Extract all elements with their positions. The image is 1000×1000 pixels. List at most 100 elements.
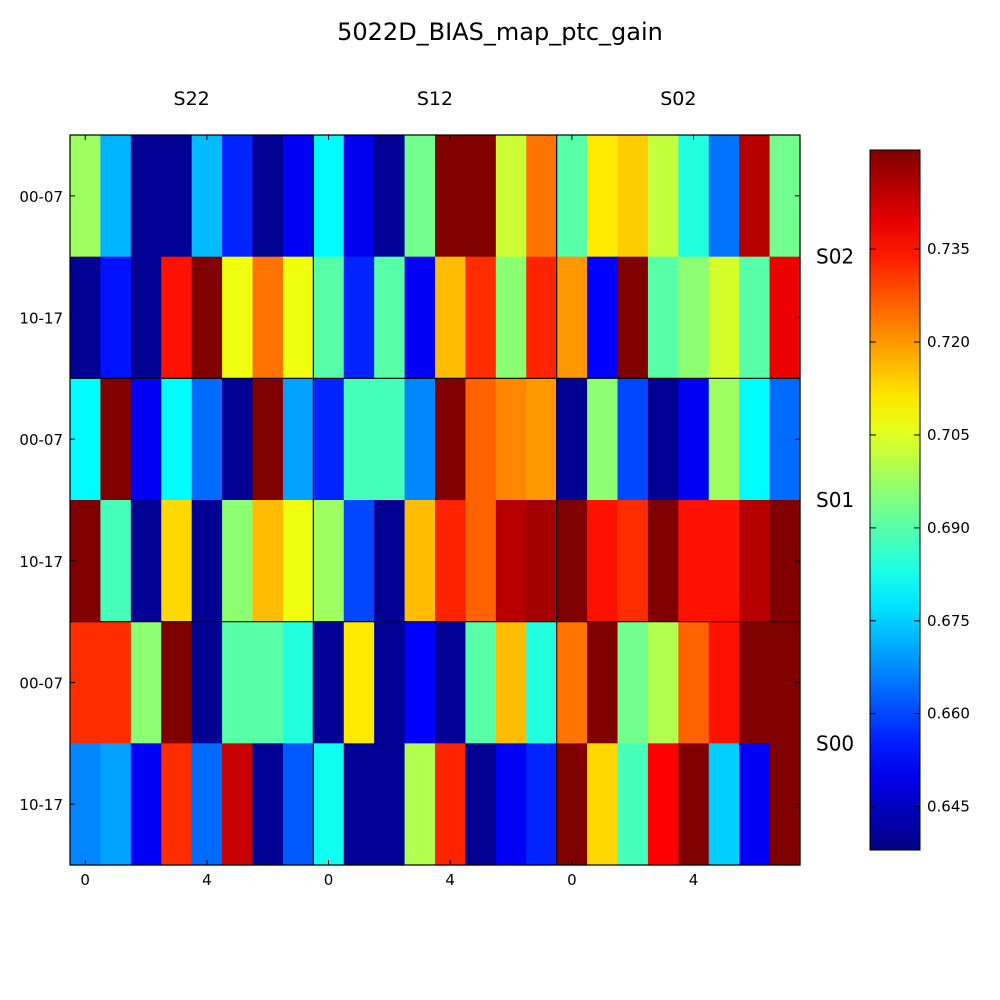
heatmap-cell	[647, 500, 679, 623]
x-tick-label: 0	[567, 871, 577, 889]
heatmap-cell	[495, 256, 527, 379]
plot-frame	[69, 134, 801, 866]
heatmap-cell	[465, 621, 497, 744]
heatmap-cell	[587, 378, 619, 501]
heatmap-cell	[252, 621, 284, 744]
colorbar-tick-label: 0.705	[927, 426, 970, 444]
chart-title: 5022D_BIAS_map_ptc_gain	[337, 18, 663, 46]
row-group-label: S00	[816, 731, 854, 755]
row-group-label: S01	[816, 488, 854, 512]
heatmap-cell	[587, 256, 619, 379]
heatmap-cell	[374, 378, 406, 501]
heatmap-cell	[161, 378, 193, 501]
heatmap-cell	[130, 621, 162, 744]
heatmap-cell	[617, 743, 649, 866]
heatmap-cell	[526, 743, 558, 866]
heatmap-cell	[70, 135, 102, 258]
heatmap-cell	[465, 256, 497, 379]
heatmap-cell	[252, 743, 284, 866]
heatmap-cell	[647, 135, 679, 258]
row-group-label: S02	[816, 245, 854, 269]
heatmap-cell	[708, 621, 740, 744]
colorbar-tick-label: 0.645	[927, 798, 970, 816]
heatmap-cell	[404, 621, 436, 744]
heatmap-cell	[191, 378, 223, 501]
heatmap-cell	[556, 621, 588, 744]
heatmap-cell	[495, 621, 527, 744]
row-label: 00-07	[19, 188, 63, 206]
heatmap-cell	[100, 621, 132, 744]
heatmap-cell	[282, 500, 314, 623]
x-tick-label: 4	[689, 871, 699, 889]
row-label: 10-17	[19, 796, 63, 814]
row-label: 00-07	[19, 675, 63, 693]
heatmap-cell	[161, 256, 193, 379]
heatmap-cell	[708, 378, 740, 501]
heatmap-cell	[404, 500, 436, 623]
heatmap-cell	[374, 500, 406, 623]
heatmap-cell	[678, 743, 710, 866]
heatmap-cell	[252, 256, 284, 379]
heatmap-cell	[252, 378, 284, 501]
heatmap-cell	[191, 256, 223, 379]
heatmap-cell	[130, 378, 162, 501]
heatmap-cell	[70, 378, 102, 501]
heatmap-cell	[343, 256, 375, 379]
heatmap-cell	[130, 256, 162, 379]
heatmap-cell	[313, 743, 345, 866]
heatmap-cell	[374, 135, 406, 258]
heatmap-cell	[313, 378, 345, 501]
heatmap-cell	[70, 256, 102, 379]
row-group-labels: S02 S01 S00	[816, 245, 854, 756]
heatmap-cell	[161, 743, 193, 866]
heatmap-cell	[678, 621, 710, 744]
heatmap-cell	[435, 743, 467, 866]
heatmap-cell	[161, 135, 193, 258]
heatmap-cell	[587, 500, 619, 623]
heatmap-cell	[739, 256, 771, 379]
column-group-label: S02	[660, 88, 696, 110]
heatmap-cell	[739, 378, 771, 501]
heatmap-cell	[678, 500, 710, 623]
heatmap-cells	[70, 135, 801, 866]
heatmap-cell	[100, 500, 132, 623]
row-label: 10-17	[19, 310, 63, 328]
heatmap-cell	[739, 743, 771, 866]
heatmap-cell	[130, 743, 162, 866]
heatmap-cell	[526, 621, 558, 744]
heatmap-cell	[587, 135, 619, 258]
heatmap-cell	[191, 500, 223, 623]
colorbar-tick-label: 0.720	[927, 333, 970, 351]
heatmap-cell	[282, 743, 314, 866]
colorbar-ticks: 0.645 0.660 0.675 0.690 0.705 0.720 0.735	[870, 240, 970, 816]
heatmap-cell	[617, 621, 649, 744]
heatmap-cell	[556, 135, 588, 258]
heatmap-cell	[343, 743, 375, 866]
heatmap-cell	[708, 500, 740, 623]
heatmap-cell	[617, 135, 649, 258]
heatmap-cell	[404, 256, 436, 379]
heatmap-cell	[465, 378, 497, 501]
heatmap-cell	[647, 743, 679, 866]
heatmap-cell	[404, 135, 436, 258]
heatmap-cell	[526, 256, 558, 379]
heatmap-cell	[526, 378, 558, 501]
group-dividers	[70, 135, 800, 865]
heatmap-cell	[587, 621, 619, 744]
heatmap-cell	[161, 621, 193, 744]
heatmap-cell	[617, 256, 649, 379]
row-label: 10-17	[19, 553, 63, 571]
colorbar-tick-label: 0.660	[927, 705, 970, 723]
heatmap-cell	[191, 743, 223, 866]
axis-ticks: 0 4 0 4 0 4	[70, 135, 800, 889]
heatmap-cell	[100, 135, 132, 258]
heatmap-cell	[465, 500, 497, 623]
heatmap-cell	[708, 135, 740, 258]
x-tick-label: 4	[445, 871, 455, 889]
heatmap-cell	[191, 621, 223, 744]
column-group-label: S22	[174, 88, 210, 110]
heatmap-cell	[617, 378, 649, 501]
heatmap-cell	[739, 500, 771, 623]
heatmap-cell	[282, 378, 314, 501]
heatmap-cell	[435, 135, 467, 258]
